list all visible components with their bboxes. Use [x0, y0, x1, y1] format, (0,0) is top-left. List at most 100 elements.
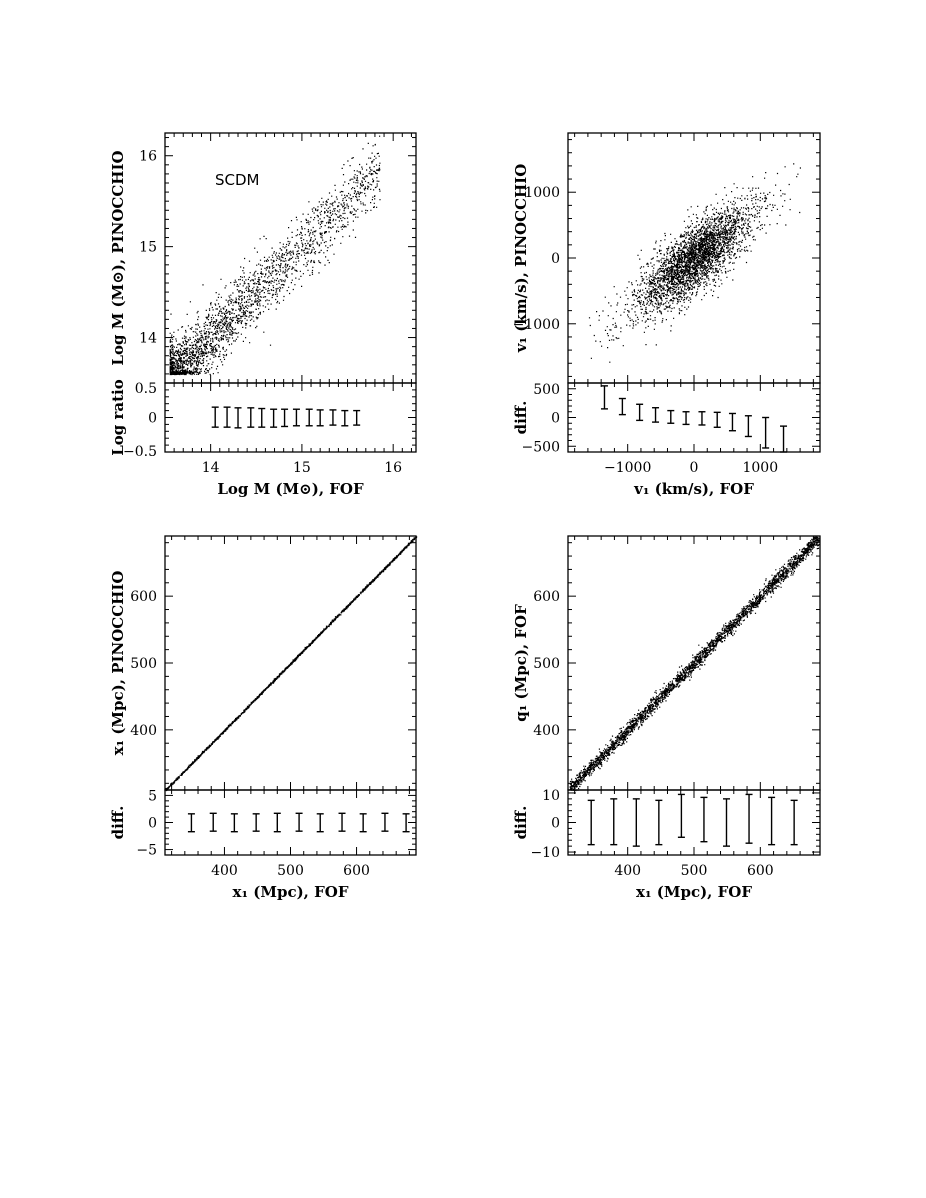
x-tick-label: −1000 — [604, 460, 651, 476]
scatter-points — [569, 536, 820, 792]
errorbar — [211, 406, 219, 428]
errorbar — [292, 408, 300, 427]
errorbar — [187, 813, 195, 833]
panel-lagrangian-position-comparison: 400 500 600 400 500 600 10 0 −10 x₁ (Mpc), FOF q₁ … — [512, 535, 821, 901]
errorbar — [295, 812, 303, 832]
residual-plot-frame — [164, 382, 417, 453]
residual-plot-frame — [567, 382, 821, 453]
errorbar — [618, 397, 626, 416]
errorbar — [234, 407, 242, 429]
scatter-point-cloud — [588, 163, 801, 363]
errorbar — [713, 411, 721, 428]
residual-y-tick-label: 0 — [148, 411, 157, 427]
errorbar — [745, 793, 753, 844]
x-axis-label: v₁ (km/s), FOF — [633, 480, 754, 498]
panel-velocity-comparison: −1000 0 1000 −1000 0 1000 500 0 −500 v₁ (km/s), F… — [512, 132, 821, 498]
errorbar — [652, 407, 660, 423]
errorbar — [270, 408, 278, 428]
residual-y-axis-label: diff. — [512, 401, 530, 435]
x-tick-label: 0 — [690, 460, 699, 476]
x-axis-label: x₁ (Mpc), FOF — [636, 883, 752, 901]
y-tick-label: 500 — [533, 656, 560, 672]
errorbar — [722, 798, 730, 847]
residual-y-tick-label: 500 — [533, 382, 560, 398]
residual-plot-frame — [164, 789, 417, 856]
errorbar — [281, 408, 289, 428]
errorbar — [353, 409, 361, 426]
y-tick-label: 0 — [551, 251, 560, 267]
residual-plot-frame — [567, 789, 821, 856]
y-tick-label: 400 — [533, 723, 560, 739]
y-axis-label: x₁ (Mpc), PINOCCHIO — [109, 571, 127, 756]
scatter-points — [169, 135, 381, 376]
y-tick-label: 16 — [139, 149, 157, 165]
errorbar — [329, 409, 337, 426]
residual-y-tick-label: −500 — [522, 439, 560, 455]
errorbar — [316, 409, 324, 427]
errorbar — [273, 812, 281, 833]
residual-y-axis-label: Log ratio — [109, 379, 127, 456]
errorbar — [655, 799, 663, 846]
y-tick-label: −1000 — [513, 317, 560, 333]
x-tick-label: 400 — [211, 863, 238, 879]
residual-y-tick-label: −0.5 — [123, 444, 157, 460]
x-axis-label: Log M (M⊙), FOF — [217, 480, 364, 498]
errorbar — [610, 798, 618, 846]
x-tick-label: 400 — [614, 863, 641, 879]
residual-y-tick-label: −10 — [530, 845, 560, 861]
x-tick-label: 15 — [293, 460, 311, 476]
errorbar — [359, 813, 367, 833]
errorbar — [223, 406, 231, 428]
errorbar — [252, 813, 260, 832]
errorbar — [247, 407, 255, 428]
residual-y-tick-label: 5 — [148, 788, 157, 804]
errorbar — [632, 798, 640, 847]
errorbar — [338, 812, 346, 832]
errorbar — [341, 409, 349, 427]
scatter-point-cloud — [165, 536, 418, 792]
errorbar — [762, 416, 770, 449]
y-tick-label: 600 — [130, 589, 157, 605]
model-annotation: SCDM — [215, 171, 260, 189]
y-axis-label: Log M (M⊙), PINOCCHIO — [109, 150, 127, 365]
scatter-points — [165, 536, 418, 792]
x-tick-label: 600 — [343, 863, 370, 879]
residual-y-tick-label: −5 — [136, 843, 157, 859]
scatter-point-cloud — [169, 135, 381, 376]
errorbar — [728, 412, 736, 432]
errorbar — [209, 812, 217, 832]
errorbar — [744, 415, 752, 438]
errorbar — [316, 813, 324, 833]
errorbar — [636, 403, 644, 422]
y-axis-label: v₁ (km/s), PINOCCHIO — [512, 164, 530, 354]
residual-y-tick-label: 0 — [148, 816, 157, 832]
residual-y-axis-label: diff. — [109, 806, 127, 840]
residual-y-axis-label: diff. — [512, 806, 530, 840]
errorbar — [381, 812, 389, 832]
x-tick-label: 600 — [747, 863, 774, 879]
errorbar — [682, 411, 690, 426]
y-tick-label: 1000 — [524, 185, 560, 201]
y-tick-label: 500 — [130, 656, 157, 672]
scatter-points — [588, 163, 801, 363]
x-tick-label: 1000 — [742, 460, 778, 476]
residual-errorbars — [187, 812, 410, 833]
errorbar — [258, 407, 266, 428]
residual-errorbars — [600, 385, 788, 453]
y-tick-label: 14 — [139, 331, 157, 347]
errorbar — [780, 425, 788, 453]
residual-errorbars — [587, 793, 798, 847]
x-tick-label: 14 — [202, 460, 220, 476]
x-tick-label: 500 — [277, 863, 304, 879]
errorbar — [768, 796, 776, 846]
x-axis-label: x₁ (Mpc), FOF — [233, 883, 349, 901]
residual-errorbars — [211, 406, 361, 429]
errorbar — [698, 411, 706, 426]
y-tick-label: 600 — [533, 589, 560, 605]
errorbar — [677, 793, 685, 838]
y-axis-label: q₁ (Mpc), FOF — [512, 604, 530, 722]
residual-y-tick-label: 0 — [551, 816, 560, 832]
errorbar — [700, 796, 708, 843]
errorbar — [587, 799, 595, 846]
